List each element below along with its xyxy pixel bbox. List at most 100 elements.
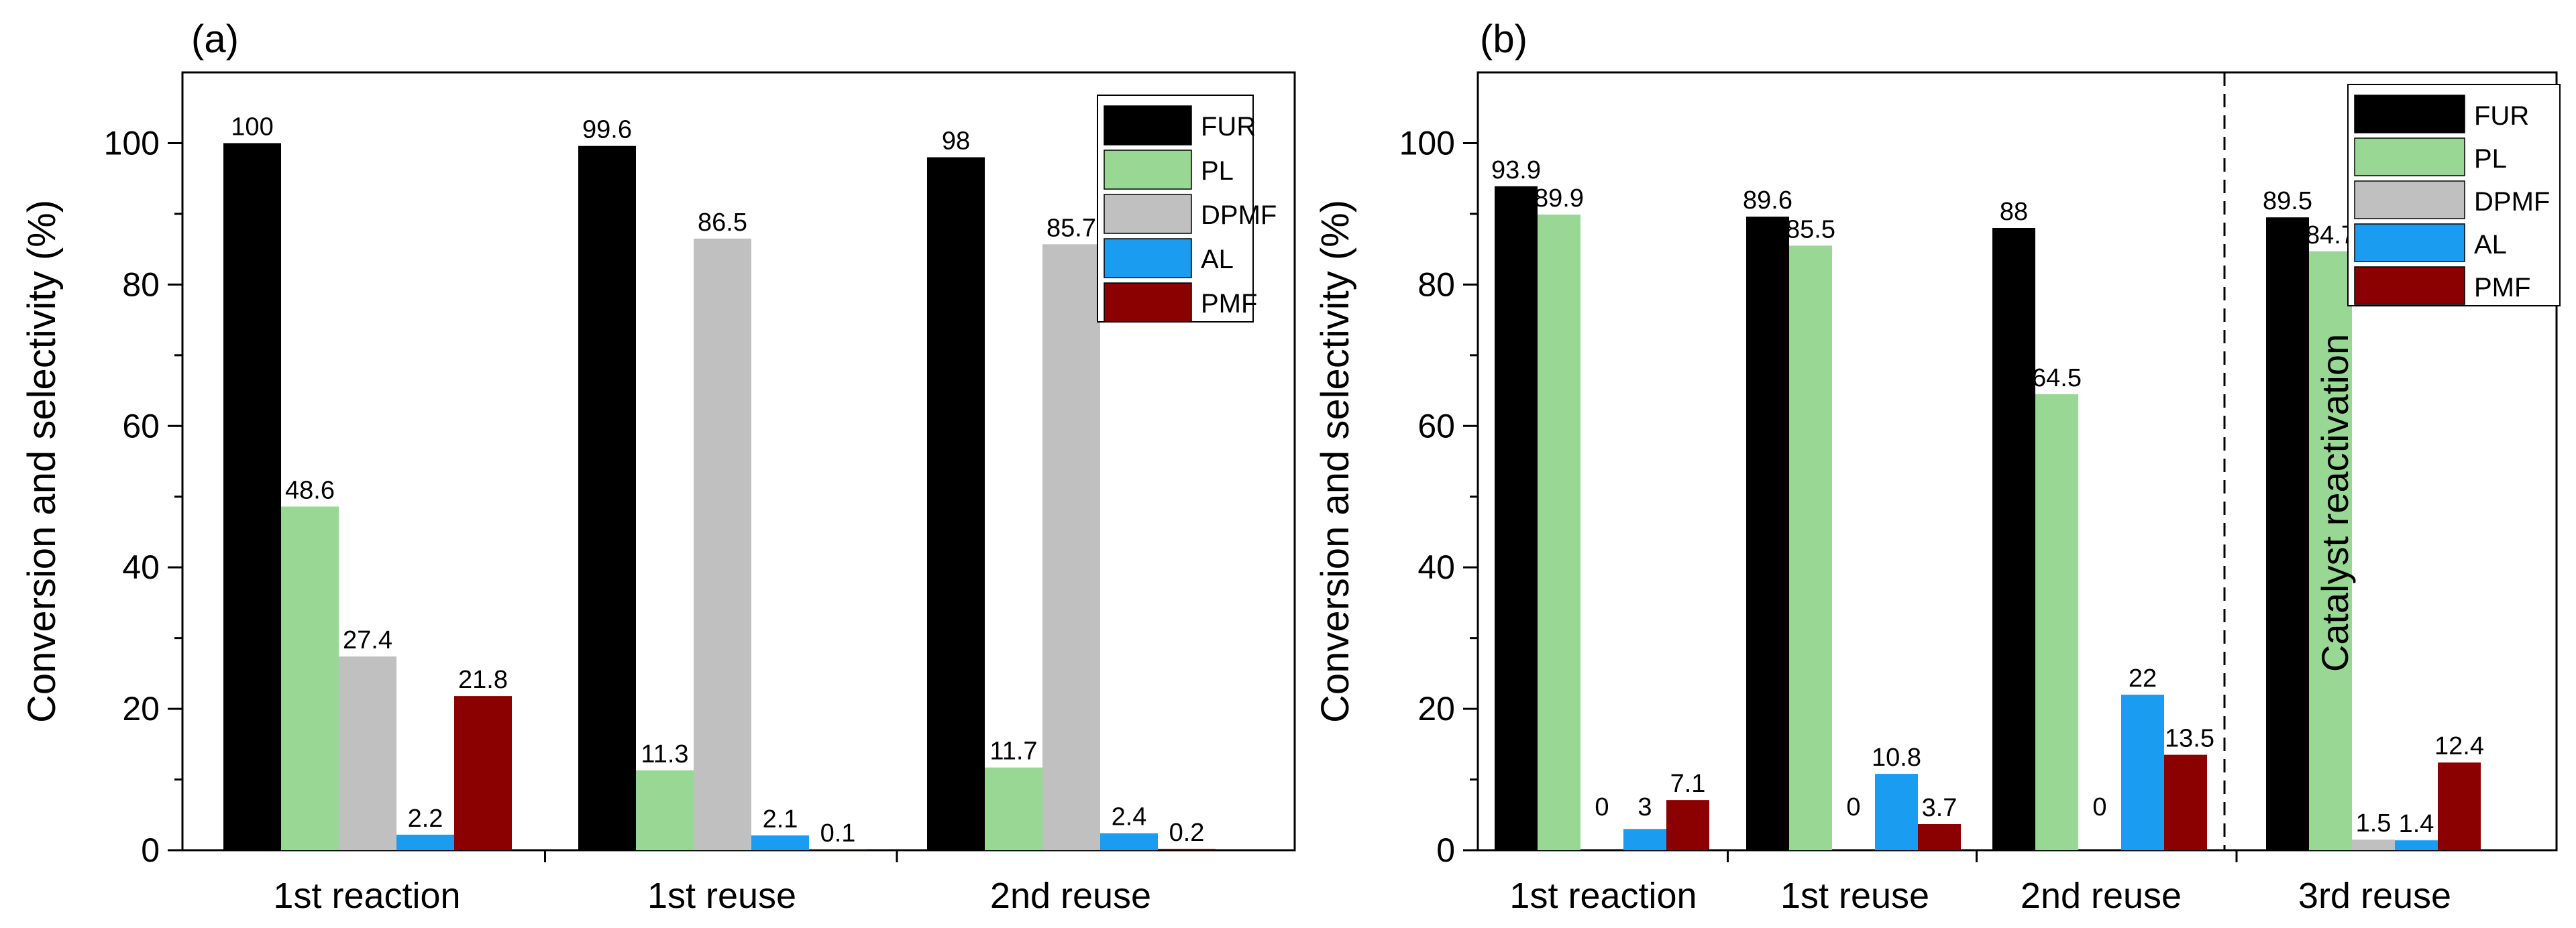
data-label: 27.4: [343, 626, 392, 654]
y-tick-label: 0: [1436, 831, 1455, 869]
bar-al: [2395, 840, 2438, 850]
data-label: 12.4: [2434, 732, 2484, 760]
data-label: 2.1: [763, 805, 798, 833]
y-tick-label: 80: [122, 266, 160, 303]
y-tick-label: 20: [1417, 690, 1455, 728]
legend-swatch-fur: [1104, 105, 1192, 146]
data-label: 22: [2129, 664, 2157, 693]
panel-label: (b): [1480, 17, 1527, 61]
y-tick-label: 100: [104, 124, 160, 162]
bar-al: [1623, 829, 1666, 850]
data-label: 10.8: [1872, 744, 1921, 772]
bar-pl: [1789, 245, 1832, 850]
data-label: 89.9: [1534, 184, 1584, 213]
data-label: 2.4: [1112, 803, 1147, 831]
legend: FUR PL DPMF AL PMF: [1097, 95, 1277, 323]
legend-swatch-dpmf: [2354, 180, 2465, 219]
bar-pmf: [454, 696, 512, 850]
y-tick-label: 60: [1417, 407, 1455, 445]
data-label: 89.5: [2263, 187, 2312, 215]
legend-swatch-fur: [2354, 95, 2465, 133]
legend-swatch-pmf: [1104, 282, 1192, 323]
y-axis-title: Conversion and selectivity (%): [20, 200, 64, 723]
legend-swatch-pmf: [2354, 266, 2465, 305]
bar-dpmf: [1042, 244, 1100, 851]
legend-label: FUR: [1201, 112, 1256, 141]
legend-label: AL: [2474, 230, 2507, 259]
bar-fur: [1746, 217, 1789, 850]
data-label: 3.7: [1922, 794, 1957, 822]
bar-fur: [578, 146, 636, 850]
bar-al: [1100, 833, 1158, 850]
legend-label: PMF: [1201, 289, 1257, 318]
data-label: 86.5: [698, 209, 747, 237]
data-label: 93.9: [1491, 156, 1541, 184]
y-tick-label: 60: [122, 407, 160, 445]
data-label: 0.1: [820, 819, 856, 848]
data-label: 1.5: [2356, 809, 2392, 837]
bar-fur: [1992, 228, 2035, 850]
bar-pl: [985, 767, 1042, 850]
legend-label: PL: [2474, 144, 2507, 174]
bar-pmf: [1158, 848, 1216, 850]
data-label: 84.7: [2306, 221, 2355, 249]
data-label: 7.1: [1670, 770, 1706, 798]
data-label: 98: [942, 127, 970, 156]
bar-al: [751, 835, 809, 850]
data-label: 11.7: [989, 738, 1037, 766]
data-label: 11.3: [641, 740, 688, 768]
data-label: 0.2: [1169, 819, 1205, 847]
data-label: 2.2: [408, 805, 443, 833]
bar-dpmf: [2352, 839, 2395, 850]
data-label: 85.5: [1786, 215, 1835, 243]
bar-al: [1875, 774, 1918, 850]
x-category-label: 1st reaction: [273, 876, 460, 916]
data-label: 13.5: [2165, 725, 2214, 753]
data-label: 88: [2000, 198, 2028, 226]
x-category-label: 1st reuse: [1780, 876, 1929, 916]
legend-label: AL: [1201, 245, 1234, 274]
y-tick-label: 40: [122, 548, 160, 586]
data-label: 99.6: [582, 116, 632, 144]
bar-pl: [2309, 251, 2352, 850]
panel-b: 0 20 40 60 80 100 Conversion and selectivity (…: [1313, 17, 2561, 916]
bar-pmf: [1918, 823, 1961, 850]
legend-label: DPMF: [1201, 200, 1277, 230]
legend-label: PL: [1201, 156, 1234, 186]
x-category-label: 2nd reuse: [2021, 876, 2182, 916]
data-label: 48.6: [285, 476, 335, 504]
bar-al: [2121, 695, 2164, 850]
panel-label: (a): [191, 17, 239, 61]
y-tick-label: 20: [122, 690, 160, 728]
legend-swatch-pl: [2354, 137, 2465, 176]
bar-fur: [927, 157, 985, 851]
bar-pmf: [1666, 800, 1709, 850]
bar-pmf: [2164, 754, 2207, 850]
legend-swatch-dpmf: [1104, 194, 1192, 234]
bar-fur: [1495, 186, 1538, 850]
bar-fur: [2266, 217, 2309, 850]
legend-swatch-al: [1104, 238, 1192, 278]
legend-swatch-al: [2354, 223, 2465, 262]
bar-pl: [2035, 394, 2078, 850]
annotation-catalyst-reactivation: Catalyst reactivation: [2314, 334, 2356, 672]
panel-a: 0 20 40 60 80 100 Conversion and selectivity (…: [20, 17, 1296, 916]
legend-label: DPMF: [2474, 187, 2550, 217]
data-label: 0: [1595, 793, 1609, 821]
bar-pl: [281, 506, 339, 850]
bar-pl: [1538, 214, 1580, 850]
legend-label: PMF: [2474, 273, 2530, 302]
x-category-label: 2nd reuse: [990, 876, 1151, 916]
y-tick-label: 0: [141, 831, 160, 869]
bar-dpmf: [339, 656, 396, 850]
y-axis-title: Conversion and selectivity (%): [1313, 200, 1357, 723]
data-label: 21.8: [458, 666, 508, 694]
data-label: 100: [231, 113, 273, 141]
y-tick-label: 100: [1399, 124, 1455, 162]
y-tick-label: 40: [1417, 548, 1455, 586]
legend: FUR PL DPMF AL PMF: [2347, 84, 2561, 306]
x-category-label: 1st reaction: [1509, 876, 1697, 916]
bar-al: [396, 834, 454, 850]
data-label: 1.4: [2399, 810, 2434, 838]
